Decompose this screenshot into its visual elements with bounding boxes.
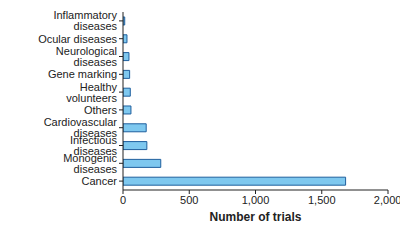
svg-text:Inflammatorydiseases: Inflammatorydiseases [53, 9, 117, 32]
svg-text:500: 500 [180, 194, 198, 206]
svg-text:2,000: 2,000 [374, 194, 400, 206]
svg-text:Neurologicaldiseases: Neurologicaldiseases [56, 45, 118, 68]
svg-text:Number of trials: Number of trials [209, 210, 301, 221]
svg-text:Ocular diseases: Ocular diseases [38, 33, 117, 45]
svg-text:1,500: 1,500 [308, 194, 336, 206]
svg-text:Others: Others [84, 104, 118, 116]
svg-text:1,000: 1,000 [242, 194, 270, 206]
svg-text:Healthyvolunteers: Healthyvolunteers [66, 81, 117, 104]
svg-text:Gene marking: Gene marking [48, 68, 117, 80]
svg-text:0: 0 [120, 194, 126, 206]
svg-text:Monogenicdiseases: Monogenicdiseases [63, 152, 117, 175]
svg-text:Cancer: Cancer [82, 175, 118, 187]
